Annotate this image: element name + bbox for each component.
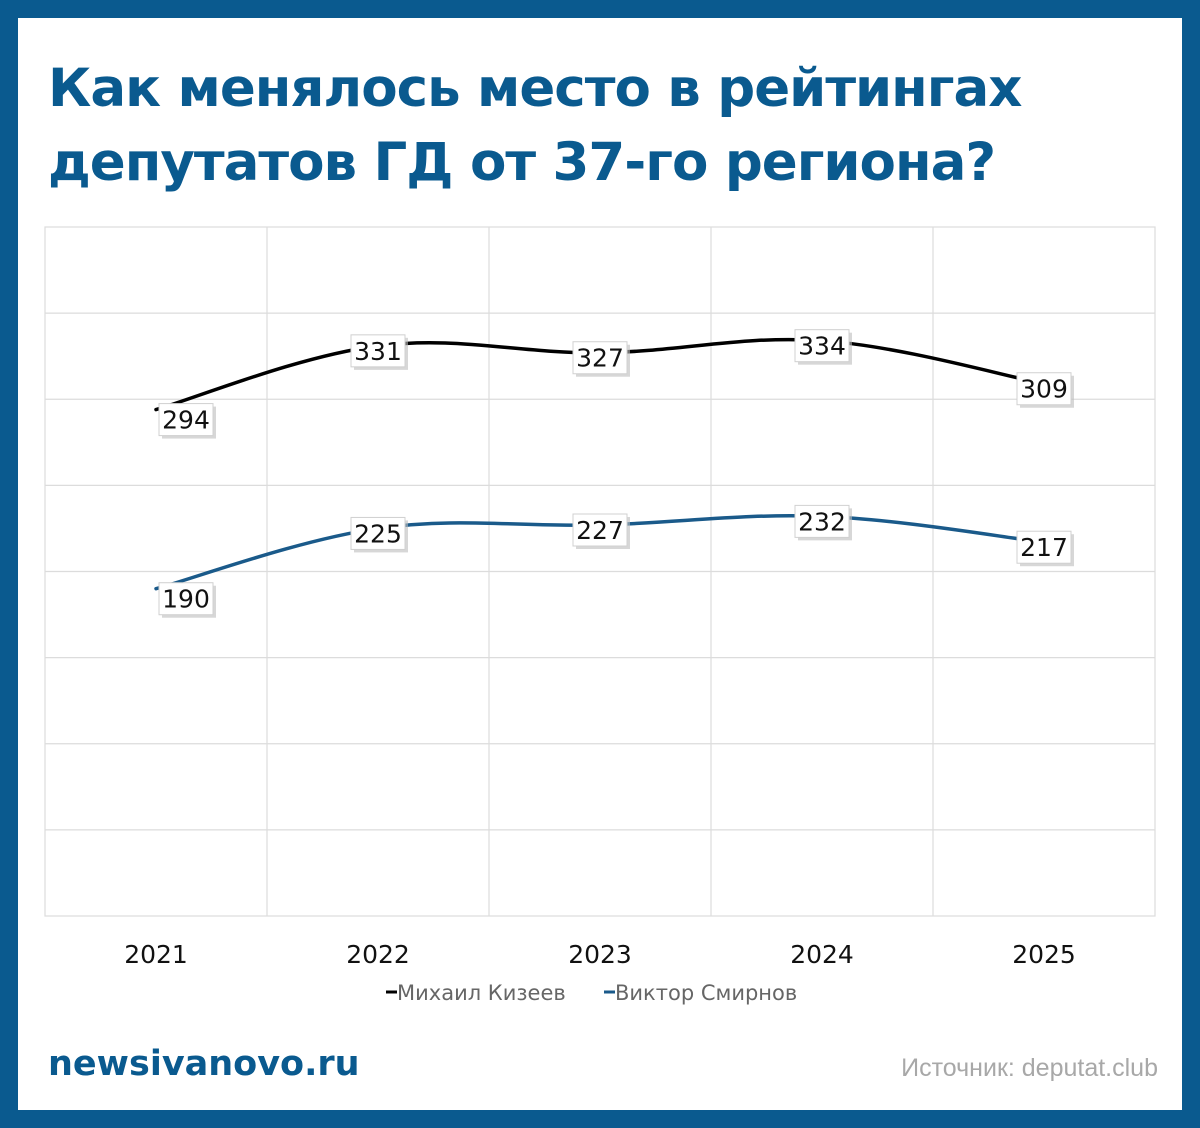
data-label: 232 [798, 507, 846, 536]
data-label-box [158, 403, 214, 437]
data-label: 294 [162, 406, 210, 435]
source-note: Источник: deputat.club [901, 1054, 1158, 1082]
data-label: 217 [1020, 533, 1068, 562]
data-label: 334 [798, 332, 846, 361]
legend-label-2: Виктор Смирнов [615, 981, 797, 1005]
x-tick-label: 2021 [124, 940, 188, 969]
data-label: 190 [162, 585, 210, 614]
data-label: 327 [576, 344, 624, 373]
legend-label-1: Михаил Кизеев [397, 981, 566, 1005]
title-line-2: депутатов ГД от 37-го региона? [48, 132, 996, 193]
x-tick-label: 2022 [346, 940, 410, 969]
data-label: 227 [576, 516, 624, 545]
data-label-box [572, 513, 628, 547]
data-label-box [350, 516, 406, 550]
title-line-1: Как менялось место в рейтингах [48, 58, 1022, 119]
data-label-box [794, 504, 850, 538]
data-label: 331 [354, 337, 402, 366]
data-label-box [572, 341, 628, 375]
x-tick-label: 2024 [790, 940, 854, 969]
data-label-box [1016, 530, 1072, 564]
data-label-box [794, 329, 850, 363]
x-tick-label: 2023 [568, 940, 632, 969]
x-tick-label: 2025 [1012, 940, 1076, 969]
data-label: 309 [1020, 375, 1068, 404]
data-label: 225 [354, 519, 402, 548]
brand-logo-text: newsivanovo.ru [48, 1044, 360, 1084]
page-title: Как менялось место в рейтингах депутатов… [48, 52, 1158, 200]
data-label-box [1016, 372, 1072, 406]
data-label-box [158, 582, 214, 616]
data-label-box [350, 334, 406, 368]
